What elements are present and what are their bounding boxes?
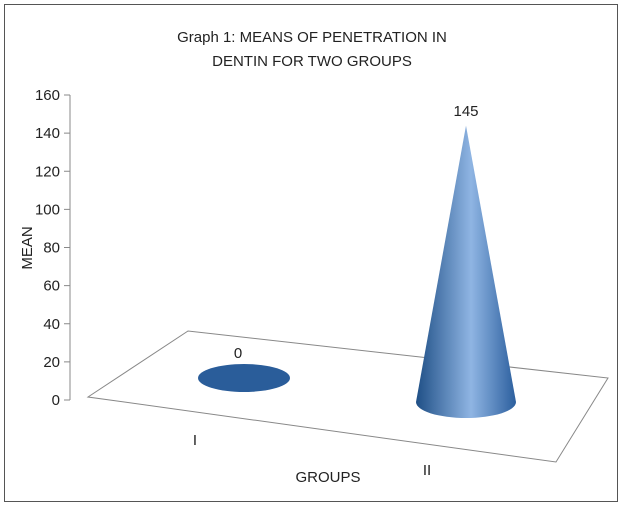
x-category-label-II: II [423, 462, 431, 479]
y-tick-label: 60 [43, 278, 60, 295]
data-label-group-I: 0 [234, 345, 242, 362]
y-tick-label: 140 [35, 125, 60, 142]
chart-title-line2: DENTIN FOR TWO GROUPS [212, 53, 412, 70]
chart-title-line1: Graph 1: MEANS OF PENETRATION IN [177, 29, 447, 46]
data-label-group-II: 145 [453, 103, 478, 120]
y-tick-label: 100 [35, 201, 60, 218]
x-axis-title: GROUPS [295, 469, 360, 486]
y-axis-title: MEAN [19, 226, 36, 269]
chart-marks [198, 125, 516, 418]
y-tick-label: 80 [43, 240, 60, 257]
y-tick-label: 20 [43, 354, 60, 371]
cone-mark-II [416, 125, 516, 418]
y-tick-label: 0 [52, 392, 60, 409]
x-category-label-I: I [193, 432, 197, 449]
y-tick-label: 40 [43, 316, 60, 333]
y-ticks: 0 20 40 60 80 100 120 140 160 [35, 87, 70, 409]
y-tick-label: 160 [35, 87, 60, 104]
floor-plane [86, 330, 609, 463]
cone-mark-I [198, 364, 290, 392]
y-tick-label: 120 [35, 163, 60, 180]
